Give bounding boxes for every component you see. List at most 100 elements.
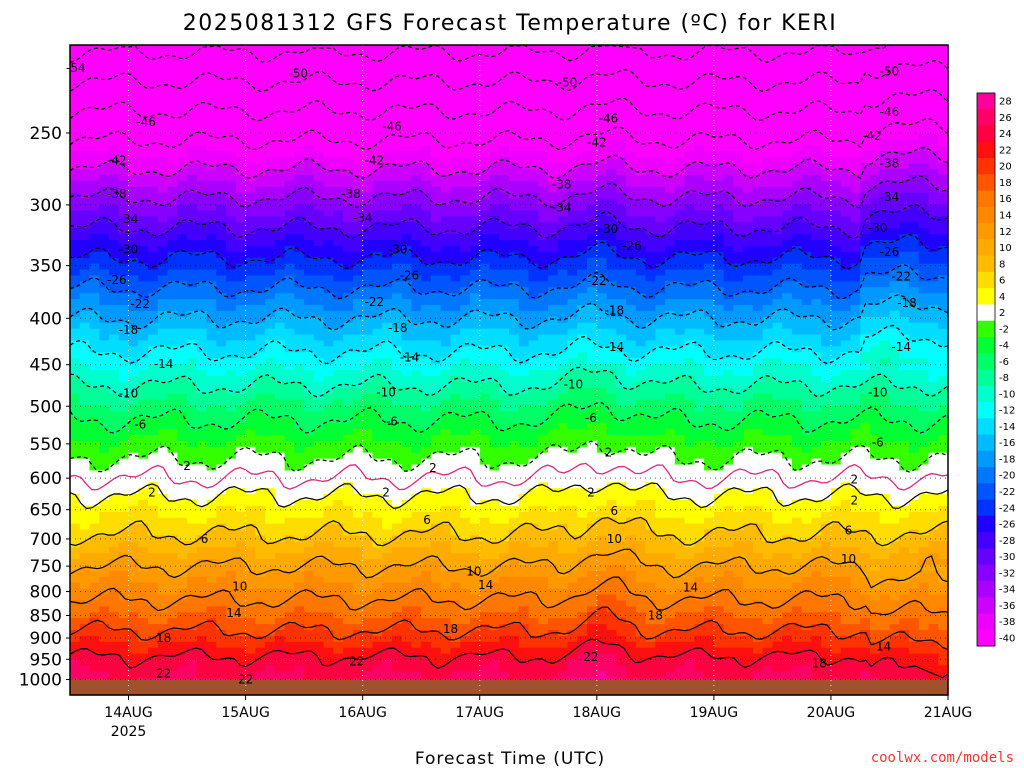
heatmap-cell xyxy=(509,157,520,164)
heatmap-cell xyxy=(791,310,803,318)
heatmap-cell xyxy=(899,269,910,277)
heatmap-cell xyxy=(274,346,286,353)
heatmap-cell xyxy=(557,139,569,147)
heatmap-cell xyxy=(70,222,81,229)
heatmap-cell xyxy=(850,263,861,271)
heatmap-cell xyxy=(333,204,344,212)
heatmap-cell xyxy=(733,151,744,158)
heatmap-cell xyxy=(245,334,256,342)
heatmap-cell xyxy=(304,310,315,318)
heatmap-cell xyxy=(177,98,188,105)
heatmap-cell xyxy=(821,358,832,365)
heatmap-cell xyxy=(791,293,803,300)
heatmap-cell xyxy=(479,281,491,288)
heatmap-cell xyxy=(830,263,842,271)
heatmap-cell xyxy=(313,169,325,176)
heatmap-cell xyxy=(840,245,852,253)
heatmap-cell xyxy=(635,127,647,135)
heatmap-cell xyxy=(265,263,276,271)
heatmap-cell xyxy=(674,299,686,306)
heatmap-cell xyxy=(879,86,891,93)
heatmap-cell xyxy=(509,127,520,135)
heatmap-cell xyxy=(430,115,442,123)
heatmap-cell xyxy=(752,163,764,170)
heatmap-cell xyxy=(313,192,325,200)
heatmap-cell xyxy=(323,139,334,147)
heatmap-cell xyxy=(255,62,266,70)
heatmap-cell xyxy=(772,310,783,318)
heatmap-cell xyxy=(489,228,500,235)
heatmap-cell xyxy=(733,50,744,58)
heatmap-cell xyxy=(255,210,266,217)
heatmap-cell xyxy=(313,157,325,164)
heatmap-cell xyxy=(752,104,764,111)
heatmap-cell xyxy=(489,316,500,324)
heatmap-cell xyxy=(762,74,773,82)
heatmap-cell xyxy=(109,305,120,312)
heatmap-cell xyxy=(304,192,315,200)
heatmap-cell xyxy=(79,98,91,105)
heatmap-cell xyxy=(99,364,110,371)
heatmap-cell xyxy=(626,358,637,365)
heatmap-cell xyxy=(489,340,500,347)
heatmap-cell xyxy=(918,139,930,147)
heatmap-cell xyxy=(557,358,569,365)
heatmap-cell xyxy=(674,145,686,152)
heatmap-cell xyxy=(860,198,871,206)
heatmap-cell xyxy=(509,133,520,141)
heatmap-cell xyxy=(557,293,569,300)
heatmap-cell xyxy=(206,115,217,123)
heatmap-cell xyxy=(801,228,813,235)
heatmap-cell xyxy=(226,228,237,235)
heatmap-cell xyxy=(148,157,159,164)
heatmap-cell xyxy=(918,145,930,152)
heatmap-cell xyxy=(118,245,130,253)
heatmap-cell xyxy=(167,240,178,247)
heatmap-cell xyxy=(665,56,676,64)
heatmap-cell xyxy=(509,358,520,365)
heatmap-cell xyxy=(79,346,91,353)
heatmap-cell xyxy=(791,86,803,93)
heatmap-cell xyxy=(791,98,803,105)
heatmap-cell xyxy=(606,228,617,235)
heatmap-cells xyxy=(70,45,949,696)
heatmap-cell xyxy=(743,121,754,129)
heatmap-cell xyxy=(860,86,871,93)
heatmap-cell xyxy=(99,74,110,82)
heatmap-cell xyxy=(304,352,315,359)
heatmap-cell xyxy=(821,240,832,247)
heatmap-cell xyxy=(469,74,481,82)
heatmap-cell xyxy=(704,340,715,347)
heatmap-cell xyxy=(118,50,130,58)
heatmap-cell xyxy=(704,328,715,336)
heatmap-cell xyxy=(528,263,539,271)
heatmap-cell xyxy=(235,210,247,217)
heatmap-cell xyxy=(274,269,286,277)
heatmap-cell xyxy=(499,269,510,277)
heatmap-cell xyxy=(879,163,891,170)
heatmap-cell xyxy=(109,263,120,271)
heatmap-cell xyxy=(616,151,627,158)
heatmap-cell xyxy=(655,45,666,52)
heatmap-cell xyxy=(313,115,325,123)
heatmap-cell xyxy=(216,92,227,99)
heatmap-cell xyxy=(616,74,627,82)
heatmap-cell xyxy=(499,299,510,306)
heatmap-cell xyxy=(382,310,393,318)
heatmap-cell xyxy=(274,157,286,164)
heatmap-cell xyxy=(128,86,139,93)
heatmap-cell xyxy=(587,275,598,282)
heatmap-cell xyxy=(440,210,452,217)
heatmap-cell xyxy=(265,352,276,359)
heatmap-cell xyxy=(655,245,666,253)
heatmap-cell xyxy=(587,245,598,253)
heatmap-cell xyxy=(187,364,198,371)
heatmap-cell xyxy=(528,86,539,93)
heatmap-cell xyxy=(635,50,647,58)
heatmap-cell xyxy=(655,204,666,212)
heatmap-cell xyxy=(635,263,647,271)
heatmap-cell xyxy=(333,364,344,371)
heatmap-cell xyxy=(216,299,227,306)
heatmap-cell xyxy=(723,210,734,217)
heatmap-cell xyxy=(304,364,315,371)
